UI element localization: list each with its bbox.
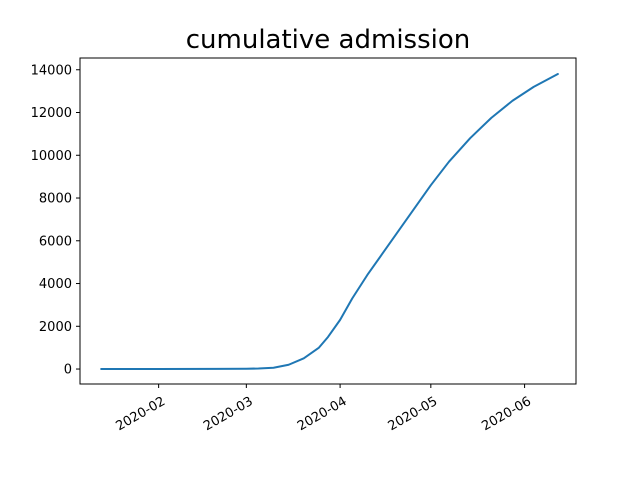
axes-frame: [79, 57, 577, 385]
y-tick-label: 4000: [39, 277, 72, 292]
plot-area: [100, 73, 559, 371]
y-tick-label: 0: [64, 363, 72, 378]
y-tick-label: 2000: [39, 320, 72, 335]
x-tick-label: 2020-06: [479, 394, 534, 434]
y-axis: 0 2000 4000 6000 8000 10000 12000 14000: [31, 63, 80, 378]
x-tick-label: 2020-04: [295, 394, 350, 434]
y-tick-label: 12000: [31, 106, 72, 121]
y-tick-label: 8000: [39, 192, 72, 207]
series-line-1: [100, 73, 559, 371]
y-tick-label: 6000: [39, 234, 72, 249]
y-tick-label: 14000: [31, 63, 72, 78]
x-axis: 2020-02 2020-03 2020-04 2020-05 2020-06: [113, 384, 534, 434]
x-tick-label: 2020-03: [201, 394, 256, 434]
x-tick-label: 2020-05: [386, 394, 441, 434]
y-tick-label: 10000: [31, 149, 72, 164]
x-tick-label: 2020-02: [113, 394, 168, 434]
chart-title: cumulative admission: [186, 25, 471, 55]
